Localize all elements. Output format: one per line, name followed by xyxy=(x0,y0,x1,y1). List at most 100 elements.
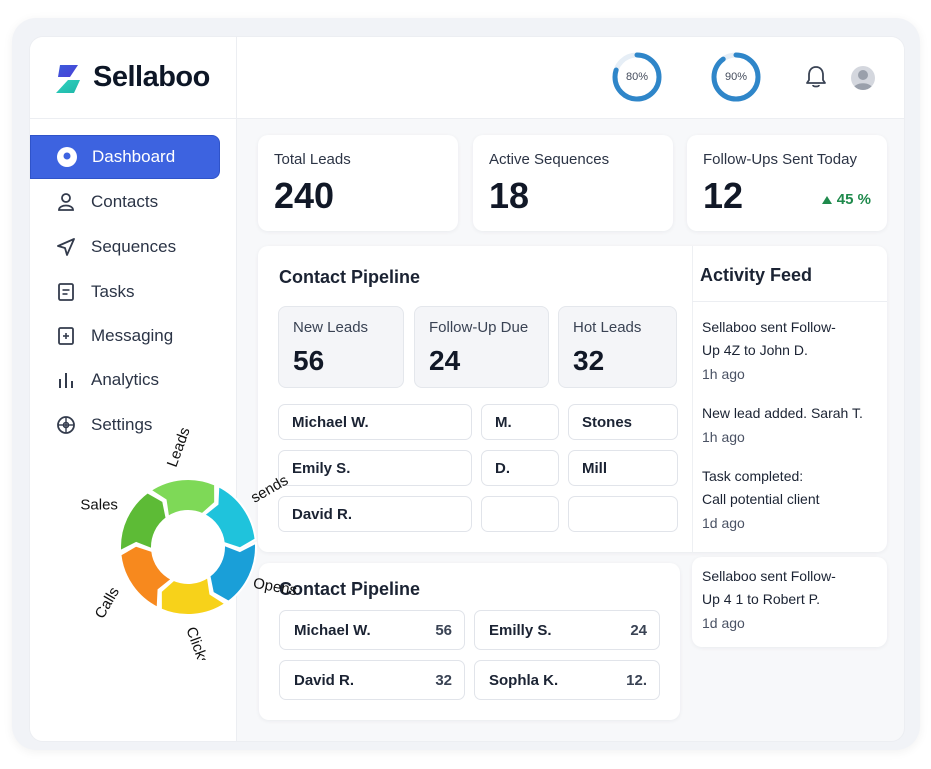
logo-icon xyxy=(56,65,80,93)
gauge-label-1: 80% xyxy=(625,71,649,83)
feed-item-time: 1h ago xyxy=(702,366,745,382)
sidebar-item-analytics[interactable]: Analytics xyxy=(30,358,220,402)
gauge-ring-2 xyxy=(711,52,761,102)
feed-item-time: 1d ago xyxy=(702,515,745,531)
pipeline-item[interactable]: Emilly S. 24 xyxy=(474,610,660,650)
feed-item-text: Sellaboo sent Follow- Up 4Z to John D. xyxy=(702,319,836,358)
pipeline-item-value: 32 xyxy=(435,672,452,689)
sidebar-item-label: Analytics xyxy=(91,370,160,389)
sidebar-item-label: Tasks xyxy=(91,282,135,301)
table-cell[interactable]: Michael W. xyxy=(278,404,472,440)
cycle-segment-calls xyxy=(119,544,174,610)
sidebar-item-contacts[interactable]: Contacts xyxy=(30,180,220,224)
stage-value: 32 xyxy=(573,345,605,376)
cycle-label-sends: sends xyxy=(248,472,291,507)
pipeline-item-name: Sophla K. xyxy=(489,672,559,689)
pipeline-title: Contact Pipeline xyxy=(279,267,421,287)
bell-icon[interactable] xyxy=(805,65,827,89)
feed-item-time: 1d ago xyxy=(702,615,745,631)
stat-card-follow-ups: Follow-Ups Sent Today 12 45 % xyxy=(687,135,887,231)
pipeline-item[interactable]: Sophla K. 12. xyxy=(474,660,660,700)
sidebar-item-label: Dashboard xyxy=(92,147,176,166)
pipeline-title-2: Contact Pipeline xyxy=(279,579,421,599)
sidebar-item-dashboard[interactable]: Dashboard xyxy=(30,135,220,179)
feed-separator xyxy=(692,301,887,302)
pipeline-item-name: David R. xyxy=(294,672,355,689)
sidebar-item-label: Sequences xyxy=(91,237,177,256)
feed-item-text: New lead added. Sarah T. xyxy=(702,405,863,421)
cycle-label-clicks: Clicks xyxy=(182,625,212,660)
arrow-up-icon xyxy=(821,195,832,204)
feed-card-2 xyxy=(692,557,887,647)
cycle-segment-leads xyxy=(148,478,217,519)
send-icon xyxy=(55,236,77,258)
table-cell[interactable]: M. xyxy=(481,404,559,440)
stat-label: Total Leads xyxy=(274,151,351,168)
stage-label: Follow-Up Due xyxy=(429,319,529,336)
stage-value: 24 xyxy=(429,345,461,376)
trend-badge: 45 % xyxy=(821,191,871,208)
pipeline-item-value: 24 xyxy=(630,622,647,639)
sidebar-item-tasks[interactable]: Tasks xyxy=(30,270,220,314)
cycle-label-calls: Calls xyxy=(92,584,123,621)
stat-value: 18 xyxy=(489,175,530,216)
sidebar-item-settings[interactable]: Settings xyxy=(30,403,220,447)
table-cell[interactable]: David R. xyxy=(278,496,472,532)
message-icon xyxy=(55,325,77,347)
sidebar-item-messaging[interactable]: Messaging xyxy=(30,314,220,358)
stage-hot-leads[interactable]: Hot Leads 32 xyxy=(558,306,677,388)
stat-card-total-leads: Total Leads 240 xyxy=(258,135,458,231)
stage-value: 56 xyxy=(293,345,325,376)
stat-value: 240 xyxy=(274,175,335,216)
sales-cycle-diagram: Leads sends Opens Clicks Calls Sales xyxy=(80,425,298,660)
sidebar-item-label: Messaging xyxy=(91,326,174,345)
avatar[interactable] xyxy=(851,66,875,90)
trend-value: 45 % xyxy=(836,191,871,208)
cycle-center xyxy=(153,512,223,582)
stage-label: New Leads xyxy=(293,319,369,336)
stage-new-leads[interactable]: New Leads 56 xyxy=(278,306,404,388)
sidebar-item-label: Contacts xyxy=(91,192,159,211)
cycle-segment-opens xyxy=(208,541,257,603)
table-cell[interactable]: D. xyxy=(481,450,559,486)
tasks-icon xyxy=(55,281,77,303)
brand-name: Sellaboo xyxy=(93,61,210,93)
feed-item-text: Task completed: Call potential client xyxy=(702,468,820,507)
cycle-segment-sends xyxy=(202,484,257,550)
table-cell[interactable] xyxy=(568,496,678,532)
stage-label: Hot Leads xyxy=(573,319,642,336)
user-icon xyxy=(55,191,77,213)
cycle-segment-clicks xyxy=(159,575,228,616)
dashboard-icon xyxy=(56,146,78,168)
brand: Sellaboo xyxy=(30,37,237,119)
table-cell[interactable]: Mill xyxy=(568,450,678,486)
top-bar: 80% 90% xyxy=(237,37,904,119)
feed-item-time: 1h ago xyxy=(702,429,745,445)
feed-item-text: Sellaboo sent Follow- Up 4 1 to Robert P… xyxy=(702,568,836,607)
cycle-label-opens: Opens xyxy=(252,575,298,599)
pipeline-item[interactable]: David R. 32 xyxy=(279,660,465,700)
stage-follow-up-due[interactable]: Follow-Up Due 24 xyxy=(414,306,549,388)
stat-label: Follow-Ups Sent Today xyxy=(703,151,857,168)
gauge-label-2: 90% xyxy=(724,71,748,83)
gauge-ring-1 xyxy=(612,52,662,102)
table-cell[interactable]: Emily S. xyxy=(278,450,472,486)
table-cell[interactable] xyxy=(481,496,559,532)
sidebar-item-sequences[interactable]: Sequences xyxy=(30,225,220,269)
cycle-label-sales: Sales xyxy=(80,497,118,514)
cycle-segment-sales xyxy=(119,491,168,553)
pipeline-item[interactable]: Michael W. 56 xyxy=(279,610,465,650)
settings-icon xyxy=(55,414,77,436)
stat-card-active-sequences: Active Sequences 18 xyxy=(473,135,673,231)
pipeline-item-name: Emilly S. xyxy=(489,622,552,639)
pipeline-item-value: 12. xyxy=(626,672,647,689)
table-cell[interactable]: Stones xyxy=(568,404,678,440)
stat-label: Active Sequences xyxy=(489,151,610,168)
pipeline-item-name: Michael W. xyxy=(294,622,371,639)
app-window: Sellaboo Dashboard Contacts Sequences xyxy=(29,36,905,742)
pipeline-item-value: 56 xyxy=(435,622,452,639)
analytics-icon xyxy=(55,369,77,391)
feed-title: Activity Feed xyxy=(700,265,813,285)
sidebar: Sellaboo Dashboard Contacts Sequences xyxy=(30,37,237,741)
stat-value: 12 xyxy=(703,175,744,216)
